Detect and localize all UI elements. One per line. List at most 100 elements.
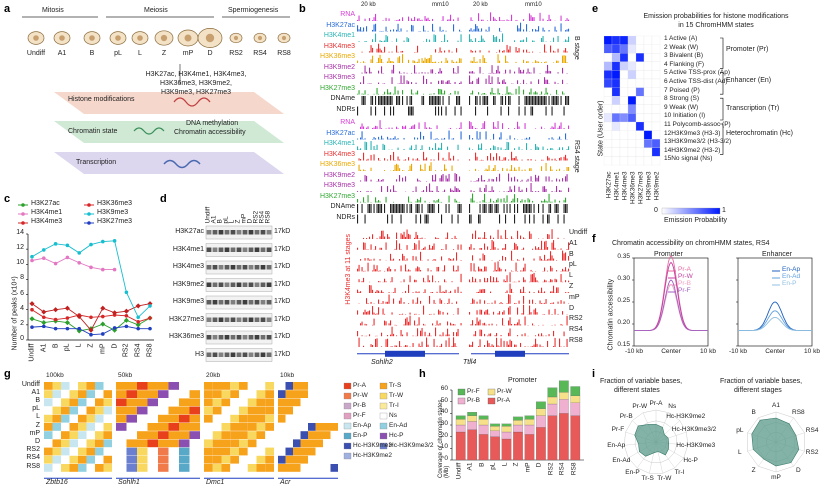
b-top-H3K27ac-bar bbox=[517, 25, 519, 32]
b-mid-H3K4me1-bar bbox=[364, 141, 366, 150]
b-mid-H3K4me1-bar bbox=[559, 147, 561, 150]
b-top-H3K4me3-bar bbox=[545, 51, 547, 53]
b-mid-H3K27ac-bar bbox=[493, 133, 495, 140]
layer-chromatin-label: Chromatin state bbox=[68, 128, 118, 135]
i-left-axis-Tr-W: Tr-W bbox=[657, 475, 672, 483]
c-point-H3K4me3 bbox=[53, 317, 58, 322]
b-h3k4me3-Undiff-bar bbox=[482, 237, 484, 239]
c-xtick-Undiff: Undiff bbox=[28, 343, 36, 362]
b-mid-H3K9me2-bar bbox=[420, 180, 422, 182]
c-point-H3K4me3 bbox=[101, 314, 105, 319]
b-h3k4me3-Z-bar bbox=[484, 289, 486, 293]
b-h3k4me3-RS2-bar bbox=[451, 324, 453, 326]
b-h3k4me3-A1-bar bbox=[554, 247, 556, 250]
b-mid-DNAme-bar bbox=[490, 204, 492, 213]
b-mid-RNA-bar bbox=[550, 128, 552, 129]
g-state-Tr-W bbox=[78, 447, 87, 456]
b-h3k4me3-RS2-bar bbox=[542, 324, 544, 326]
c-point-H3K27me3 bbox=[53, 326, 58, 331]
b-mid-H3K27ac-bar bbox=[460, 131, 462, 140]
b-h3k4me3-mP-bar bbox=[448, 298, 450, 304]
band-H3 bbox=[266, 352, 272, 357]
b-mid-H3K4me1-bar bbox=[370, 141, 372, 150]
g-legend-Pr-W: Pr-W bbox=[353, 392, 368, 399]
b-h3k4me3-RS2-bar bbox=[482, 323, 484, 326]
g-state-Hc-H3K9me3 bbox=[278, 390, 286, 398]
state-label-2: 2 Weak (W) bbox=[664, 43, 699, 51]
b-h3k4me3-Z-bar bbox=[381, 290, 383, 293]
b-mid-H3K36me3-bar bbox=[409, 165, 411, 171]
b-mid-H3K27ac-bar bbox=[500, 132, 502, 140]
band-H3K27ac bbox=[266, 230, 272, 235]
g-state-Ns bbox=[323, 414, 331, 423]
b-mid-H3K27me3-bar bbox=[524, 199, 526, 203]
b-h3k4me3-RS2-bar bbox=[394, 324, 396, 326]
b-h3k4me3-B-bar bbox=[565, 252, 567, 261]
b-mid-H3K4me3-bar bbox=[405, 159, 407, 161]
g-state-Ns bbox=[158, 406, 169, 415]
b-h3k4me3-Undiff-bar bbox=[447, 232, 449, 239]
b-top-DNAme-bar bbox=[396, 96, 398, 105]
b-top-H3K36me3-bar bbox=[451, 59, 453, 63]
g-legend-swatch bbox=[379, 382, 388, 390]
f-legend-En-Ad: En-Ad bbox=[782, 273, 801, 280]
b-top-H3K9me2-bar bbox=[469, 71, 471, 74]
b-mid-H3K27me3-bar bbox=[517, 198, 519, 203]
b-mid-H3K27ac-bar bbox=[357, 138, 359, 140]
b-mid-H3K9me2-bar bbox=[481, 175, 483, 182]
g-state-Tr-S bbox=[204, 382, 213, 390]
b-top-H3K9me3-bar bbox=[485, 78, 487, 84]
b-mid-H3K4me3-bar bbox=[367, 158, 369, 161]
b-h3k4me3-B-bar bbox=[484, 255, 486, 261]
b-top-label-H3K4me1: H3K4me1 bbox=[323, 32, 355, 39]
b-mid-DNAme-bar bbox=[479, 204, 481, 213]
b-mid-H3K36me3-bar bbox=[430, 162, 432, 171]
b-h3k4me3-Undiff-bar bbox=[402, 234, 404, 239]
b-mid-H3K36me3-bar bbox=[493, 168, 495, 171]
b-top-H3K4me3-bar bbox=[381, 50, 383, 53]
b-top-H3K9me2-bar bbox=[438, 71, 440, 74]
g-state-Tr-S bbox=[265, 390, 274, 398]
g-state-Tr-S bbox=[265, 455, 274, 464]
b-h3k4me3-B-bar bbox=[379, 259, 381, 261]
b-h3k4me3-B-bar bbox=[545, 260, 547, 261]
b-h3k4me3-D-bar bbox=[399, 313, 401, 315]
b-h3k4me3-A1-bar bbox=[541, 240, 543, 250]
b-h3k4me3-RS4-bar bbox=[439, 334, 441, 337]
b-h3k4me3-Undiff-bar bbox=[435, 237, 437, 239]
b-h3k4me3-pL-bar bbox=[357, 268, 359, 272]
b-h3k4me3-RS8-bar bbox=[385, 339, 387, 347]
b-top-H3K36me3-bar bbox=[390, 61, 392, 63]
c-point-H3K27me3 bbox=[136, 326, 140, 331]
b-h3k4me3-mP-bar bbox=[387, 301, 389, 304]
i-left-axis-Hc-P: Hc-P bbox=[683, 457, 698, 464]
b-h3k4me3-mP-bar bbox=[382, 301, 384, 304]
b-h3k4me3-mP-bar bbox=[439, 298, 441, 304]
h-bar-Pr-F-mP bbox=[524, 415, 535, 420]
b-top-H3K36me3-bar bbox=[423, 60, 425, 63]
g-state-Ns bbox=[61, 423, 70, 431]
c-point-H3K27ac bbox=[123, 317, 129, 323]
h-xtick-Undiff: Undiff bbox=[455, 462, 463, 480]
b-h3k4me3-B-bar bbox=[412, 255, 414, 261]
b-h3k4me3-RS2-bar bbox=[414, 320, 416, 326]
b-h3k4me3-RS2-bar bbox=[436, 320, 438, 326]
heat-cell bbox=[619, 104, 629, 114]
g-state-Ns bbox=[137, 423, 148, 431]
b-mid-label-H3K4me3: H3K4me3 bbox=[323, 150, 355, 158]
g-state-Tr-S bbox=[230, 431, 239, 439]
band-H3K27ac bbox=[248, 230, 254, 235]
g-state-Tr-S bbox=[126, 406, 137, 415]
b-h3k4me3-RS2-bar bbox=[488, 323, 490, 326]
b-top-H3K36me3-bar bbox=[505, 55, 507, 63]
b-stage-RS8: RS8 bbox=[569, 337, 583, 344]
b-mid-DNAme-bar bbox=[370, 204, 372, 213]
b-mid-H3K9me3-bar bbox=[432, 190, 434, 192]
b-h3k4me3-RS8-bar bbox=[436, 345, 438, 347]
b-h3k4me3-Undiff-bar bbox=[388, 236, 390, 239]
g-state-Ns bbox=[323, 382, 331, 390]
band-H3K36me3 bbox=[266, 335, 272, 340]
panel-label-b: b bbox=[299, 3, 306, 15]
blot-row-H3K9me2: H3K9me2 bbox=[172, 280, 204, 288]
g-state-Ns bbox=[300, 398, 308, 407]
